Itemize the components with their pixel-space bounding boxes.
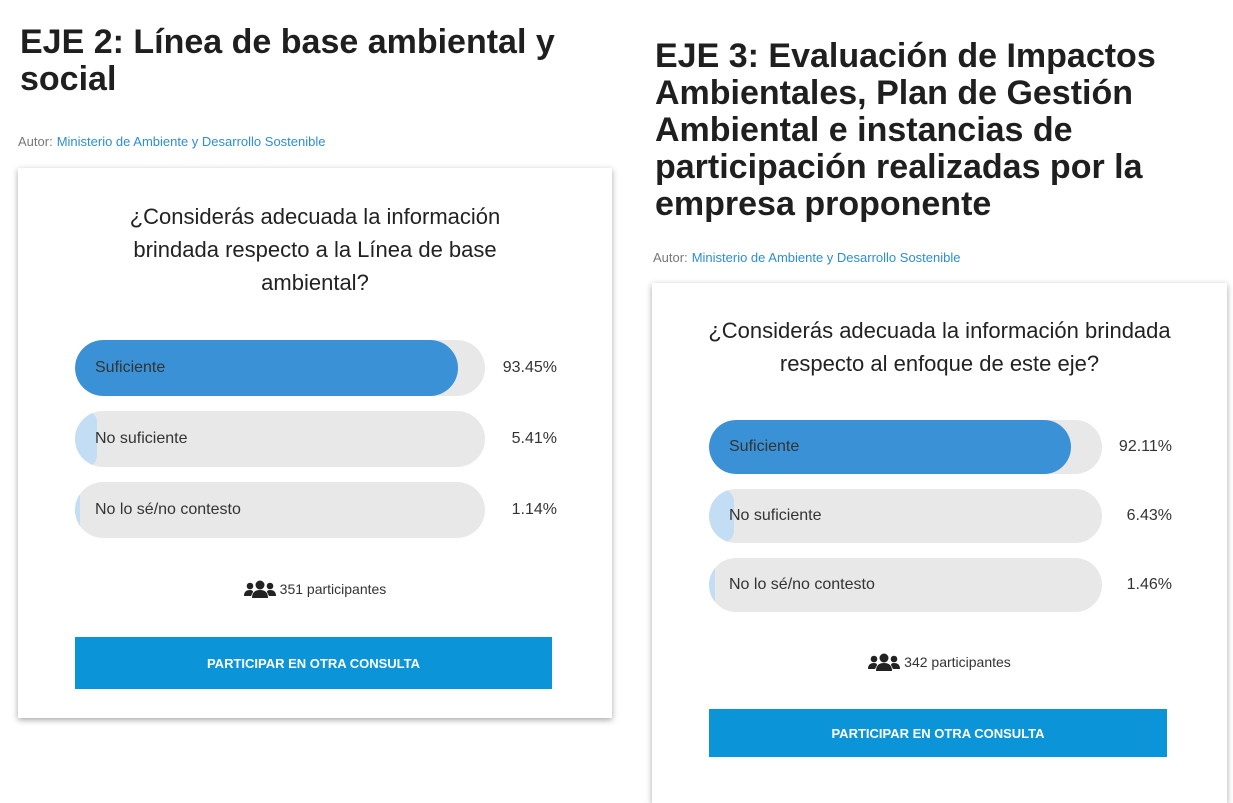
participate-button[interactable]: PARTICIPAR EN OTRA CONSULTA	[709, 709, 1167, 757]
option-row[interactable]: No suficiente 6.43%	[709, 489, 1172, 543]
bar-fill	[75, 482, 80, 538]
participants-text: 342 participantes	[904, 654, 1011, 670]
option-percent: 6.43%	[1126, 507, 1172, 524]
poll-card: ¿Considerás adecuada la información brin…	[18, 168, 612, 718]
author-link[interactable]: Ministerio de Ambiente y Desarrollo Sost…	[56, 134, 326, 149]
author-label: Autor:	[18, 134, 53, 149]
author-line: Autor: Ministerio de Ambiente y Desarroll…	[653, 250, 961, 265]
bar-fill	[709, 489, 735, 543]
participate-button[interactable]: PARTICIPAR EN OTRA CONSULTA	[75, 637, 552, 689]
option-row[interactable]: No lo sé/no contesto 1.46%	[709, 558, 1172, 612]
option-label: No lo sé/no contesto	[95, 501, 241, 518]
question: ¿Considerás adecuada la información brin…	[129, 204, 501, 295]
option-row[interactable]: Suficiente 92.11%	[709, 420, 1172, 474]
bar-fill	[75, 340, 459, 396]
option-row[interactable]: No lo sé/no contesto 1.14%	[75, 482, 557, 538]
option-percent: 1.46%	[1126, 576, 1172, 593]
panel-title: EJE 2: Línea de base ambiental y social	[20, 23, 555, 98]
bar-fill	[709, 558, 715, 612]
option-row[interactable]: No suficiente 5.41%	[75, 411, 557, 467]
poll-card: ¿Considerás adecuada la información brin…	[652, 283, 1227, 803]
option-percent: 5.41%	[511, 430, 557, 447]
poll-panel: EJE 2: Línea de base ambiental y social	[20, 24, 620, 98]
option-label: No suficiente	[729, 507, 822, 524]
option-row[interactable]: Suficiente 93.45%	[75, 340, 557, 396]
bar-track	[709, 558, 1102, 612]
bar-track	[75, 482, 485, 538]
poll-panel: EJE 3: Evaluación de Impactos Ambientale…	[655, 38, 1215, 223]
participants: 342 participantes	[652, 653, 1227, 671]
question: ¿Considerás adecuada la información brin…	[708, 318, 1171, 376]
bar-fill	[75, 411, 98, 467]
option-label: No suficiente	[95, 430, 188, 447]
users-icon	[868, 653, 901, 671]
bar-track	[75, 411, 485, 467]
bar-track	[709, 420, 1102, 474]
author-label: Autor:	[653, 250, 688, 265]
participants: 351 participantes	[18, 580, 612, 598]
option-percent: 92.11%	[1118, 438, 1172, 455]
participants-text: 351 participantes	[279, 581, 387, 597]
option-percent: 1.14%	[511, 501, 557, 518]
users-icon	[243, 580, 276, 598]
panel-title: EJE 3: Evaluación de Impactos Ambientale…	[655, 37, 1156, 223]
bar-fill	[709, 420, 1071, 474]
author-link[interactable]: Ministerio de Ambiente y Desarrollo Sost…	[691, 250, 961, 265]
author-line: Autor: Ministerio de Ambiente y Desarroll…	[18, 134, 326, 149]
option-label: Suficiente	[95, 359, 166, 376]
option-percent: 93.45%	[502, 359, 557, 376]
bar-track	[709, 489, 1102, 543]
bar-track	[75, 340, 485, 396]
option-label: No lo sé/no contesto	[729, 576, 875, 593]
option-label: Suficiente	[729, 438, 800, 455]
